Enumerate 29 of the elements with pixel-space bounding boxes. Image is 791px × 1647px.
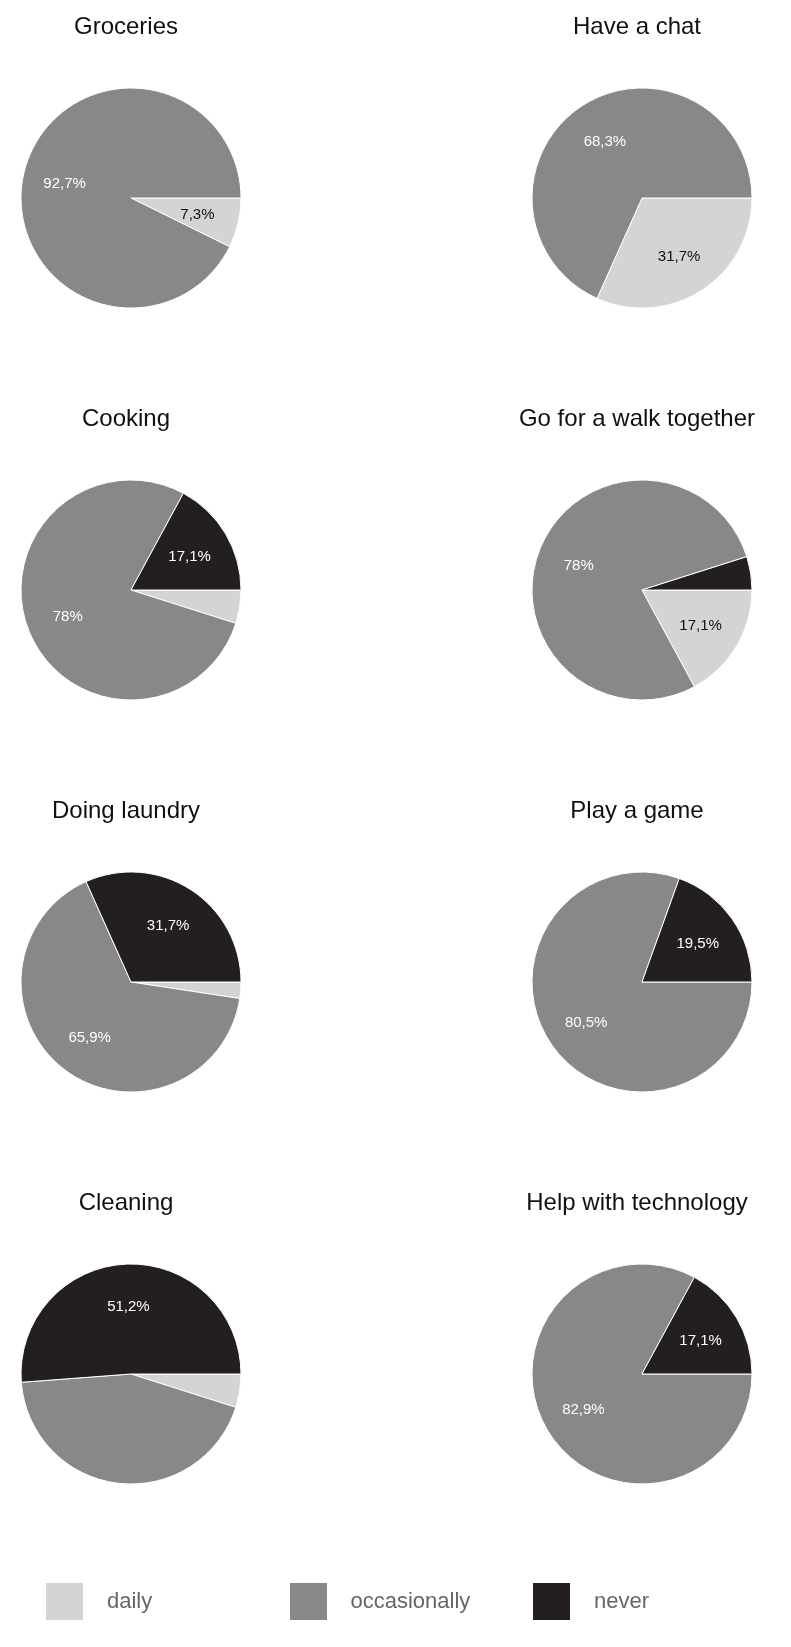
chart-title: Play a game — [569, 796, 705, 824]
data-label: 82,9% — [562, 1400, 605, 1418]
data-label: 80,5% — [564, 1012, 608, 1030]
data-label: 31,7% — [146, 916, 190, 934]
data-label: 31,7% — [657, 246, 701, 264]
data-label: 17,1% — [679, 616, 722, 634]
chart-title: Cleaning — [77, 1188, 175, 1216]
chart-title: Have a chat — [571, 12, 703, 40]
chart-title: Doing laundry — [50, 796, 202, 824]
chart-title: Groceries — [73, 12, 179, 40]
legend-label: never — [594, 1588, 650, 1614]
data-label: 7,3% — [180, 205, 215, 222]
chart-title: Go for a walk together — [517, 404, 757, 432]
data-label: 78% — [563, 556, 594, 573]
data-label: 19,5% — [676, 934, 720, 952]
chart-title: Help with technology — [525, 1188, 749, 1216]
pie-slice — [531, 871, 753, 1093]
pie-slice — [20, 87, 242, 309]
data-label: 68,3% — [583, 132, 627, 150]
pie-slice — [531, 1263, 753, 1485]
chart-title: Cooking — [80, 404, 172, 432]
data-label: 78% — [52, 607, 83, 624]
data-label: 92,7% — [43, 174, 86, 191]
data-label: 51,2% — [107, 1297, 150, 1315]
legend-label: occasionally — [350, 1588, 471, 1614]
data-label: 17,1% — [679, 1330, 722, 1348]
legend-label: daily — [107, 1588, 153, 1614]
data-label: 65,9% — [68, 1027, 111, 1045]
data-label: 17,1% — [168, 546, 211, 564]
